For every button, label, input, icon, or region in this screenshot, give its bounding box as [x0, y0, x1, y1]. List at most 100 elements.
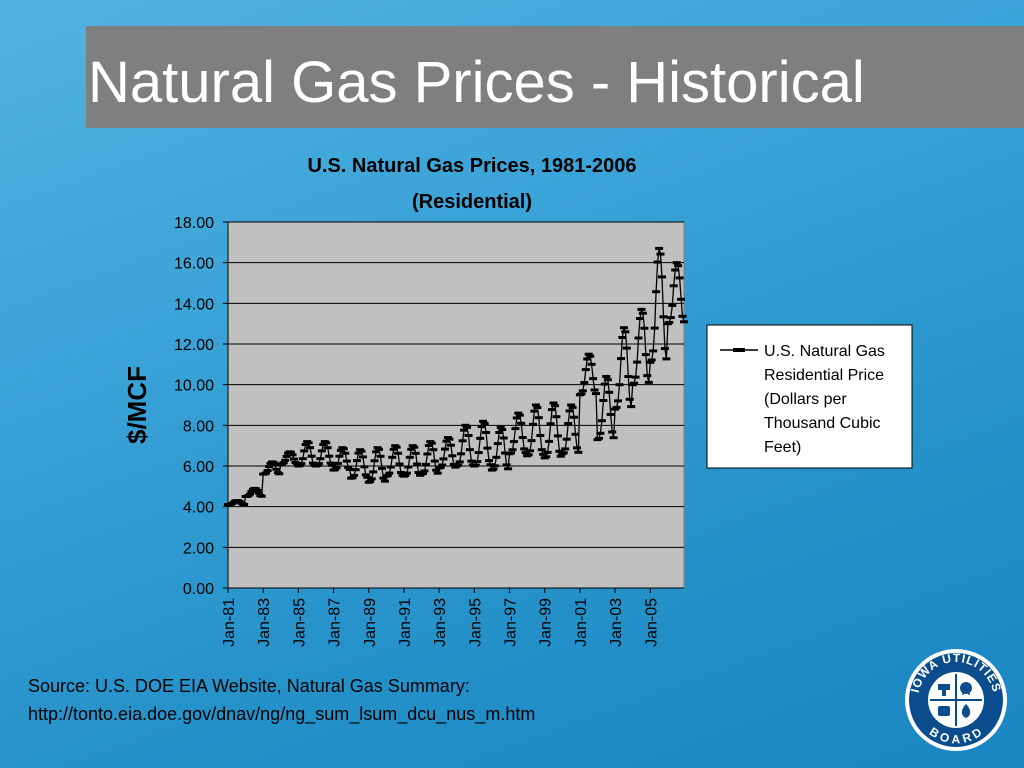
data-point [458, 439, 467, 443]
data-point [674, 264, 683, 268]
data-point [608, 430, 617, 434]
data-point [495, 431, 504, 434]
data-point [262, 471, 271, 475]
series-line [224, 246, 688, 507]
data-point [427, 441, 436, 445]
data-point [411, 451, 420, 455]
data-point [496, 425, 505, 429]
y-tick-label: 10.00 [174, 378, 214, 395]
x-tick-label: Jan-83 [256, 598, 273, 647]
data-point [577, 392, 586, 396]
data-point [287, 450, 295, 454]
data-point [614, 399, 622, 403]
chart-title: U.S. Natural Gas Prices, 1981-2006 [307, 155, 636, 177]
data-point [553, 434, 562, 438]
data-point [361, 473, 370, 477]
data-point [350, 473, 359, 477]
data-point [265, 465, 274, 469]
data-point [454, 463, 463, 467]
x-tick-label: Jan-85 [291, 598, 308, 647]
data-point [643, 374, 652, 378]
data-point [442, 439, 451, 443]
data-point [524, 453, 533, 457]
data-point [457, 452, 466, 456]
data-point [402, 471, 411, 475]
data-point [370, 459, 379, 463]
data-point [307, 454, 316, 458]
data-point [669, 284, 678, 288]
data-point [288, 453, 297, 457]
data-point [397, 471, 405, 474]
x-tick-label: Jan-93 [432, 598, 449, 647]
data-point [627, 405, 636, 409]
data-point [263, 469, 272, 472]
data-point [445, 437, 454, 441]
data-point [441, 447, 449, 451]
data-point [508, 448, 517, 452]
data-point [574, 450, 583, 454]
data-point [490, 464, 499, 468]
data-point [298, 457, 307, 461]
y-tick-label: 12.00 [174, 337, 214, 354]
data-point [552, 415, 561, 419]
data-point [429, 448, 438, 452]
data-point [581, 368, 590, 372]
x-tick-label: Jan-99 [538, 598, 555, 647]
data-point [358, 455, 367, 459]
data-point [573, 446, 581, 450]
data-point [345, 467, 354, 471]
source-url[interactable]: http://tonto.eia.doe.gov/dnav/ng/ng_sum_… [28, 704, 536, 724]
data-point [489, 467, 498, 471]
data-point [378, 466, 386, 470]
data-point [301, 443, 310, 446]
data-point [599, 399, 608, 402]
title-bar [86, 26, 1024, 128]
data-point [568, 405, 577, 409]
data-point [672, 261, 681, 265]
data-point [534, 416, 543, 420]
data-point [600, 382, 609, 386]
data-point [354, 451, 363, 455]
data-point [366, 480, 375, 484]
data-point [578, 389, 587, 393]
data-point [526, 449, 534, 453]
data-point [549, 401, 558, 405]
data-point [649, 349, 658, 353]
data-point [640, 326, 649, 330]
data-point [463, 425, 471, 429]
data-point [272, 467, 281, 471]
data-point [658, 275, 666, 279]
data-point [638, 311, 647, 315]
data-point [433, 471, 442, 475]
data-point [666, 316, 675, 320]
data-point [636, 317, 644, 320]
data-point [584, 352, 593, 356]
data-point [509, 440, 518, 444]
data-point [595, 436, 603, 440]
data-point [583, 357, 592, 361]
data-point [420, 469, 429, 473]
data-point [647, 358, 656, 362]
data-point [306, 446, 315, 450]
data-point [251, 487, 260, 491]
data-point [465, 448, 474, 452]
x-tick-label: Jan-89 [362, 598, 379, 647]
data-point [476, 436, 485, 440]
data-point [618, 336, 627, 339]
data-point [562, 437, 571, 441]
data-point [339, 447, 348, 451]
data-point [665, 320, 674, 324]
x-tick-label: Jan-87 [327, 598, 344, 647]
data-point [559, 451, 568, 455]
data-point [501, 451, 510, 455]
data-point [367, 477, 376, 481]
data-point [486, 463, 495, 467]
legend-label: U.S. Natural Gas Residential Price (Dollar… [764, 343, 885, 456]
data-point [410, 445, 419, 449]
data-point [485, 459, 493, 463]
source-citation: Source: U.S. DOE EIA Website, Natural Ga… [28, 676, 470, 696]
data-point [404, 465, 413, 469]
data-point [537, 448, 546, 452]
data-point [353, 459, 361, 463]
data-point [586, 354, 595, 358]
